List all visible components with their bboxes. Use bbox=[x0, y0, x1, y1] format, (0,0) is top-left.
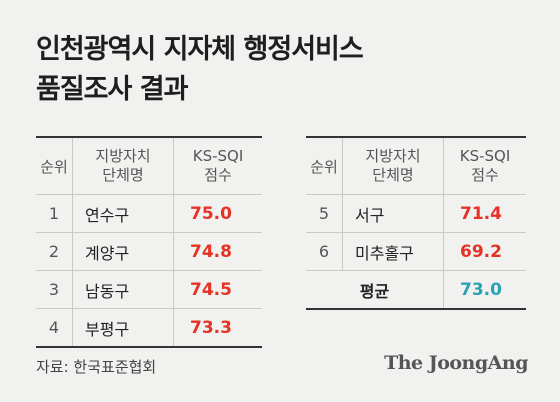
table-row: 6 미추홀구 69.2 bbox=[306, 233, 526, 271]
rank-cell: 2 bbox=[48, 242, 60, 261]
header-rank: 순위 bbox=[40, 157, 68, 176]
average-row: 평균 73.0 bbox=[306, 271, 526, 310]
district-cell: 남동구 bbox=[72, 271, 174, 308]
score-cell: 74.8 bbox=[190, 241, 232, 262]
average-label: 평균 bbox=[306, 271, 444, 308]
header-score-line1: KS-SQI bbox=[459, 147, 511, 165]
score-cell: 73.3 bbox=[190, 317, 232, 338]
brand-logo: The JoongAng bbox=[384, 352, 528, 374]
header-name-line1: 지방자치 bbox=[95, 147, 151, 165]
page-title: 인천광역시 지자체 행정서비스 품질조사 결과 bbox=[36, 30, 364, 110]
score-cell: 69.2 bbox=[460, 241, 502, 262]
rank-cell: 5 bbox=[318, 204, 330, 223]
header-score-line2: 점수 bbox=[471, 166, 499, 184]
header-score-line2: 점수 bbox=[204, 166, 232, 184]
score-cell: 75.0 bbox=[190, 203, 232, 224]
header-name-line2: 단체명 bbox=[372, 166, 414, 184]
rank-cell: 6 bbox=[318, 242, 330, 261]
district-cell: 계양구 bbox=[72, 233, 174, 270]
header-name-line1: 지방자치 bbox=[365, 147, 421, 165]
header-name: 지방자치 단체명 bbox=[342, 138, 444, 194]
rank-cell: 3 bbox=[48, 280, 60, 299]
district-cell: 부평구 bbox=[72, 309, 174, 346]
table-header: 순위 지방자치 단체명 KS-SQI 점수 bbox=[36, 138, 262, 195]
score-cell: 74.5 bbox=[190, 279, 232, 300]
ranking-table-right: 순위 지방자치 단체명 KS-SQI 점수 5 서구 71.4 6 미추홀구 6… bbox=[306, 136, 526, 310]
title-line-2: 품질조사 결과 bbox=[36, 74, 188, 105]
header-score: KS-SQI 점수 bbox=[174, 138, 262, 194]
source-note: 자료: 한국표준협회 bbox=[36, 358, 157, 376]
table-row: 2 계양구 74.8 bbox=[36, 233, 262, 271]
table-row: 1 연수구 75.0 bbox=[36, 195, 262, 233]
average-score: 73.0 bbox=[460, 279, 502, 300]
district-cell: 미추홀구 bbox=[342, 233, 444, 270]
header-score-line1: KS-SQI bbox=[192, 147, 244, 165]
rank-cell: 1 bbox=[48, 204, 60, 223]
ranking-table-left: 순위 지방자치 단체명 KS-SQI 점수 1 연수구 75.0 2 계양구 7… bbox=[36, 136, 262, 348]
header-name-line2: 단체명 bbox=[102, 166, 144, 184]
table-row: 5 서구 71.4 bbox=[306, 195, 526, 233]
rank-cell: 4 bbox=[48, 318, 60, 337]
header-rank: 순위 bbox=[310, 157, 338, 176]
district-cell: 연수구 bbox=[72, 195, 174, 232]
title-line-1: 인천광역시 지자체 행정서비스 bbox=[36, 34, 364, 65]
score-cell: 71.4 bbox=[460, 203, 502, 224]
table-row: 4 부평구 73.3 bbox=[36, 309, 262, 348]
table-header: 순위 지방자치 단체명 KS-SQI 점수 bbox=[306, 138, 526, 195]
header-score: KS-SQI 점수 bbox=[444, 138, 526, 194]
header-name: 지방자치 단체명 bbox=[72, 138, 174, 194]
table-row: 3 남동구 74.5 bbox=[36, 271, 262, 309]
district-cell: 서구 bbox=[342, 195, 444, 232]
